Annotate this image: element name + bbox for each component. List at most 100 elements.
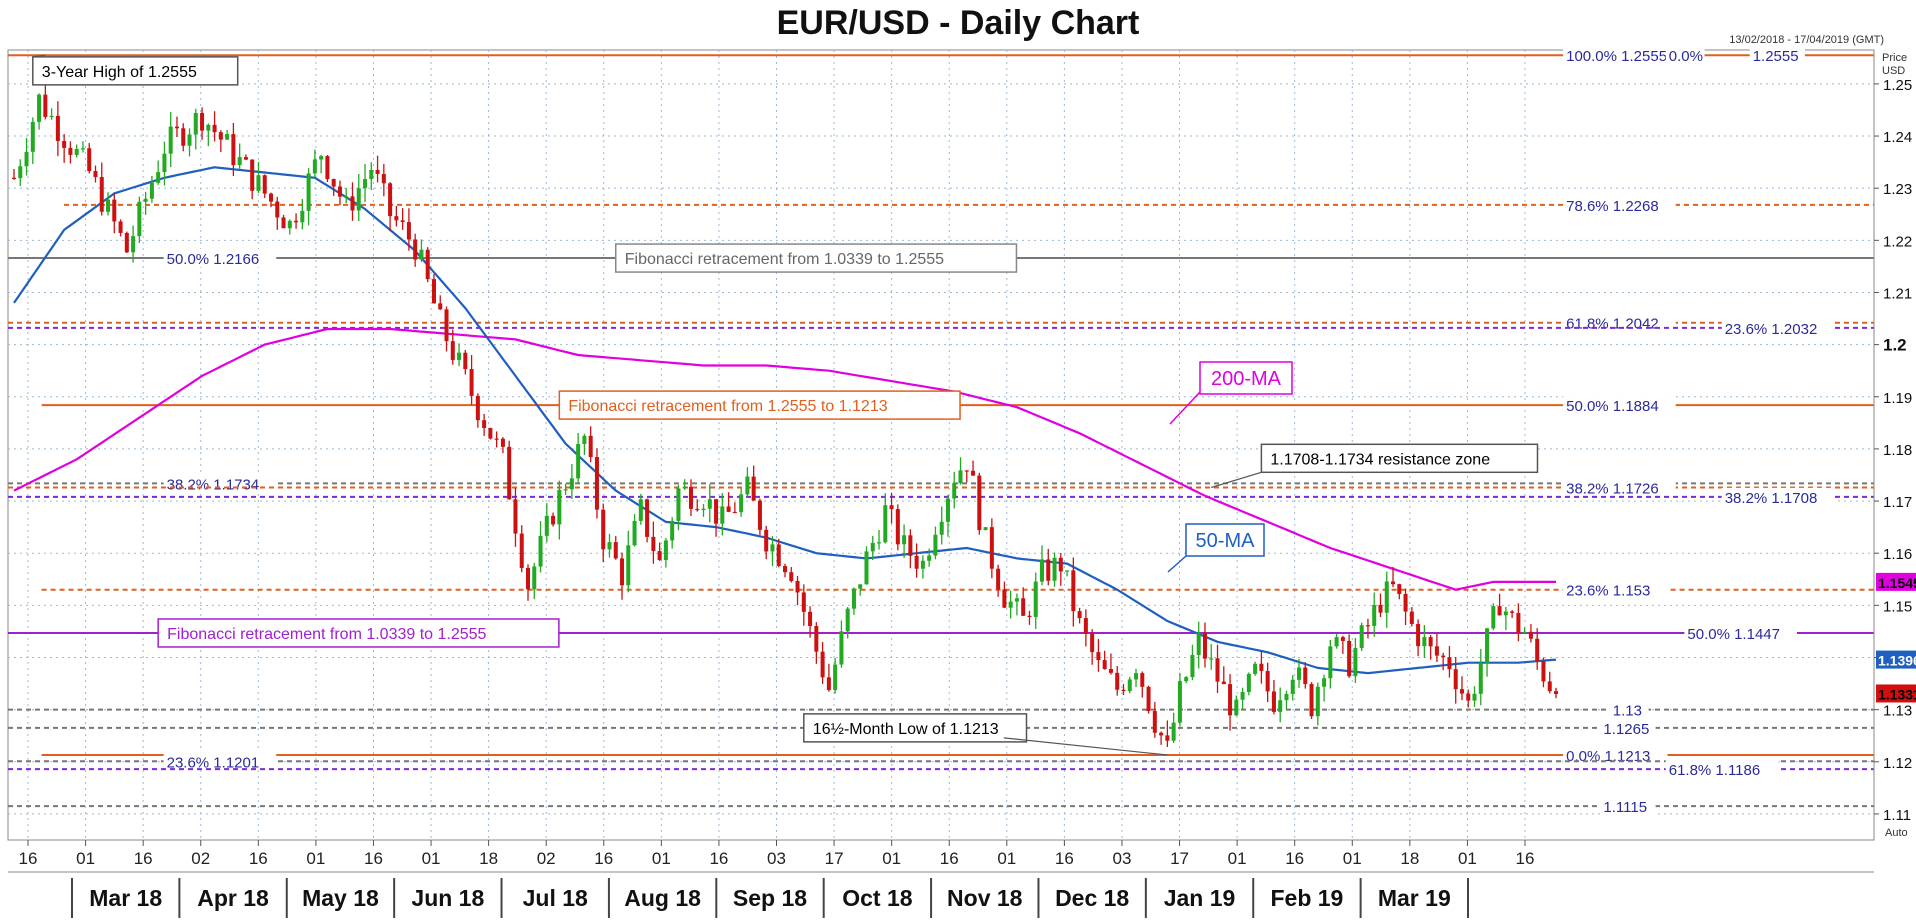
- x-day-label: 01: [422, 849, 441, 868]
- candle-body: [1108, 669, 1113, 673]
- candle-body: [1246, 673, 1251, 693]
- candle-body: [1152, 711, 1157, 733]
- candle-body: [1522, 631, 1527, 634]
- candle-body: [1510, 611, 1515, 613]
- fib-level-label: 0.0% 1.1213: [1566, 748, 1650, 765]
- candle-body: [1478, 663, 1483, 694]
- candle-body: [770, 544, 775, 552]
- candle-body: [833, 664, 838, 691]
- x-day-label: 01: [76, 849, 95, 868]
- fib-level-label-bg: [1563, 396, 1676, 415]
- y-tick-label: 1.22: [1883, 233, 1912, 250]
- candle-body: [1008, 601, 1013, 608]
- fibonacci-levels: 100.0% 1.2555 0.0% 1.2555 78.6% 1.2268 50.0%…: [8, 46, 1874, 816]
- candle-body: [701, 508, 706, 511]
- fib-level-label-bg: [1600, 797, 1656, 816]
- y-tick-label: 1.15: [1883, 598, 1912, 615]
- y-tick-label: 1.21: [1883, 285, 1912, 302]
- candle-body: [475, 395, 480, 421]
- candle-body: [37, 94, 42, 122]
- candle-body: [1384, 581, 1389, 613]
- candle-body: [350, 196, 355, 211]
- ma200-line: [13, 327, 1556, 591]
- candle-body: [1453, 669, 1458, 690]
- candle-body: [1177, 681, 1182, 723]
- fib-level-label-bg: [1563, 580, 1668, 599]
- candle-body: [1071, 570, 1076, 612]
- candle-body: [732, 511, 737, 514]
- candle-body: [1046, 559, 1051, 581]
- y-tick-label: 1.19: [1883, 390, 1912, 407]
- candle-body: [914, 555, 919, 569]
- candle-body: [425, 249, 430, 280]
- candle-body: [1535, 638, 1540, 662]
- x-axis: 16 01 16 02 16 01 16 01 18 02 16 01 16 03 17 01 16 01 16 03…: [8, 840, 1874, 918]
- candle-body: [381, 173, 386, 184]
- candle-body: [482, 420, 487, 429]
- grid: [8, 50, 1874, 840]
- candle-body: [745, 476, 750, 495]
- candle-body: [870, 542, 875, 552]
- y-tick-label: 1.18: [1883, 442, 1912, 459]
- x-day-label: 18: [1400, 849, 1419, 868]
- fib-level-label-bg: [1609, 700, 1649, 719]
- candle-body: [124, 232, 129, 253]
- candle-body: [889, 505, 894, 510]
- candle-body: [112, 199, 117, 222]
- candle-body: [1039, 559, 1045, 582]
- candle-body: [620, 558, 625, 586]
- fib-level-label: 23.6% 1.2032: [1725, 321, 1818, 338]
- candle-body: [1497, 606, 1502, 616]
- candle-body: [751, 476, 756, 501]
- annotation-text: 3-Year High of 1.2555: [42, 64, 197, 81]
- fib-level-label: 78.6% 1.2268: [1566, 198, 1659, 215]
- candle-body: [1322, 678, 1327, 687]
- candle-body: [394, 216, 399, 221]
- candle-body: [30, 121, 35, 152]
- candle-body: [1391, 581, 1396, 585]
- y-tick-label: 1.2: [1883, 336, 1907, 355]
- candle-body: [187, 134, 192, 146]
- candle-body: [776, 544, 781, 567]
- candle-body: [864, 551, 869, 585]
- fib-level-label-bg: [1665, 46, 1705, 65]
- candle-body: [989, 527, 994, 569]
- x-day-label: 02: [191, 849, 210, 868]
- candle-body: [137, 201, 142, 237]
- candle-body: [469, 369, 474, 396]
- price-tag-label: 1.1545: [1878, 575, 1916, 591]
- x-day-label: 03: [767, 849, 786, 868]
- x-day-label: 16: [1285, 849, 1304, 868]
- candle-body: [764, 529, 769, 552]
- fib-level-label: 38.2% 1.1726: [1566, 480, 1659, 497]
- candle-body: [457, 352, 462, 360]
- candle-body: [80, 148, 85, 150]
- candle-body: [1284, 693, 1289, 701]
- candle-body: [287, 220, 292, 229]
- candle-body: [156, 172, 161, 183]
- candle-body: [1271, 691, 1276, 712]
- candle-body: [306, 173, 311, 211]
- candle-body: [463, 352, 468, 370]
- candle-body: [1459, 689, 1464, 694]
- candle-body: [588, 435, 593, 458]
- candle-body: [657, 551, 662, 561]
- candle-body: [375, 169, 380, 174]
- y-tick-label: 1.13: [1883, 703, 1912, 720]
- ma-labels: 200-MA 50-MA: [1167, 361, 1293, 573]
- annotations: 3-Year High of 1.2555 Fibonacci retraceme…: [32, 54, 1539, 756]
- annotation-text: 1.1708-1.1734 resistance zone: [1270, 451, 1490, 468]
- candle-body: [613, 542, 618, 559]
- candle-body: [1228, 684, 1233, 716]
- x-month-label: Mar 19: [1378, 885, 1451, 911]
- ma200-label-leader: [1169, 391, 1201, 425]
- candle-body: [400, 220, 405, 223]
- candle-body: [795, 580, 800, 593]
- candle-body: [312, 159, 317, 174]
- fib-level-label-bg: [1563, 195, 1676, 214]
- fib-level-label-bg: [1684, 623, 1797, 642]
- candle-body: [87, 148, 92, 172]
- fib-level-label-bg: [1563, 746, 1668, 765]
- candle-body: [1397, 584, 1402, 594]
